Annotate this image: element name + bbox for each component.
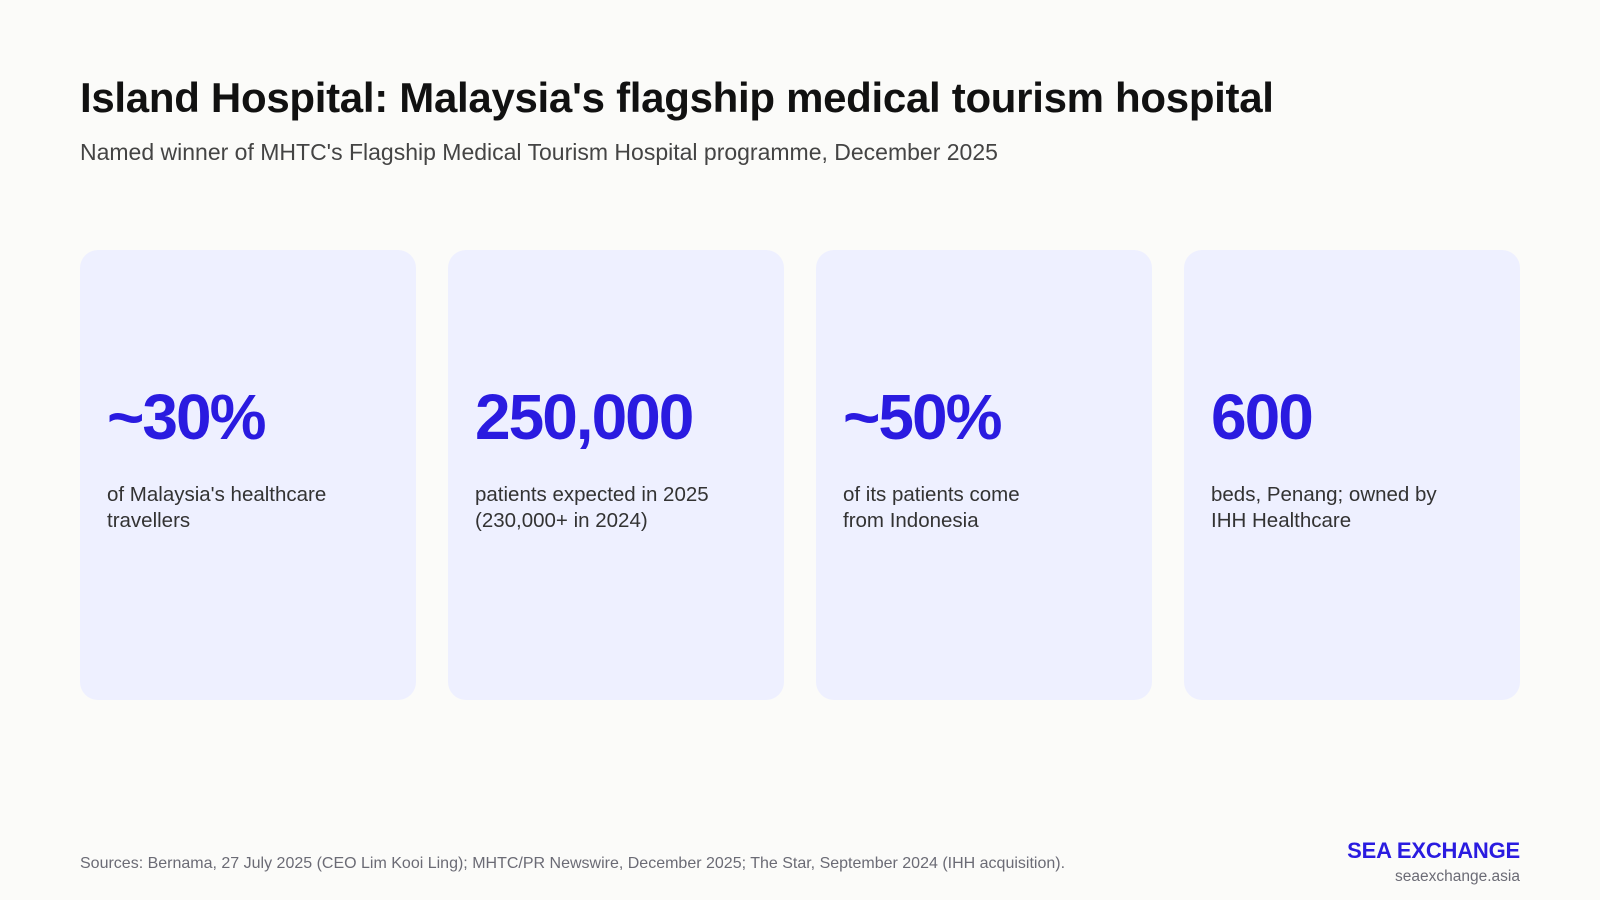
stat-label-line: (230,000+ in 2024): [475, 509, 648, 532]
stat-label-line: patients expected in 2025: [475, 483, 709, 506]
brand-logo-text: SEA EXCHANGE: [1347, 838, 1520, 863]
stat-card-patients-expected: 250,000 patients expected in 2025 (230,0…: [448, 250, 784, 700]
stat-value: ~50%: [843, 381, 1002, 453]
stat-value: 600: [1211, 381, 1314, 453]
stat-label-line: from Indonesia: [843, 509, 979, 532]
stat-value: 250,000: [475, 381, 694, 453]
stat-label: patients expected in 2025 (230,000+ in 2…: [475, 482, 725, 534]
stat-label-line: of Malaysia's healthcare: [107, 483, 327, 506]
stat-label: of its patients come from Indonesia: [843, 482, 1093, 534]
stat-label-line: beds, Penang; owned by: [1211, 483, 1437, 506]
sources-note: Sources: Bernama, 27 July 2025 (CEO Lim …: [80, 855, 1066, 872]
stat-label: of Malaysia's healthcare travellers: [107, 482, 357, 534]
brand-url: seaexchange.asia: [1395, 868, 1520, 885]
stat-card-indonesia-patients: ~50% of its patients come from Indonesia: [816, 250, 1152, 700]
stat-label-line: travellers: [107, 509, 191, 532]
stat-label-line: of its patients come: [843, 483, 1020, 506]
stat-card-beds: 600 beds, Penang; owned by IHH Healthcar…: [1184, 250, 1520, 700]
page-subtitle: Named winner of MHTC's Flagship Medical …: [80, 139, 998, 165]
stat-value: ~30%: [107, 381, 266, 453]
brand-block: SEA EXCHANGE seaexchange.asia: [1347, 838, 1520, 886]
stat-card-healthcare-travellers: ~30% of Malaysia's healthcare travellers: [80, 250, 416, 700]
page-title: Island Hospital: Malaysia's flagship med…: [80, 74, 1274, 121]
stat-label-line: IHH Healthcare: [1211, 509, 1352, 532]
stat-label: beds, Penang; owned by IHH Healthcare: [1211, 482, 1461, 534]
stat-cards: ~30% of Malaysia's healthcare travellers…: [80, 250, 1520, 700]
